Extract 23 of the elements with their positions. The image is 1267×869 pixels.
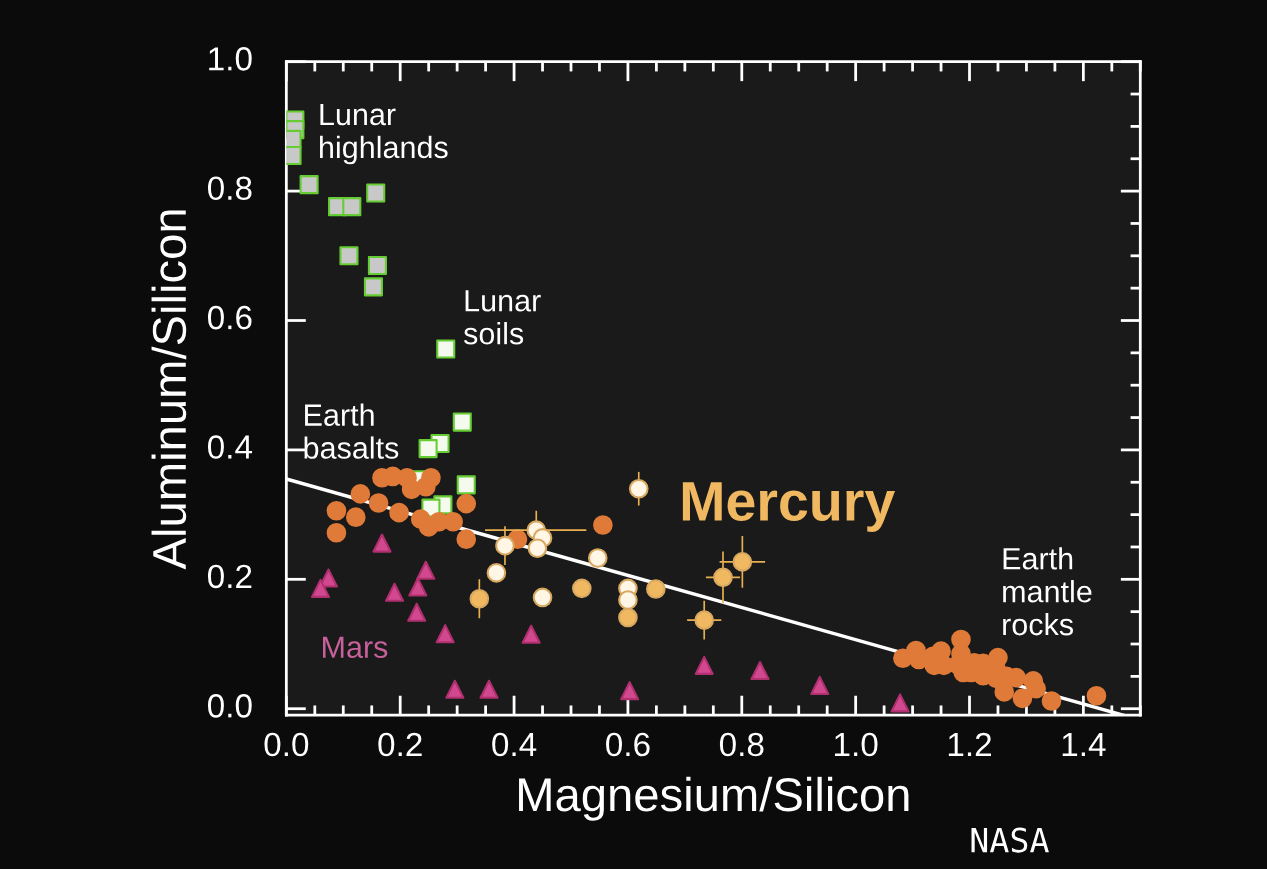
y-tick-label: 0.6 xyxy=(207,305,252,330)
annotation: Lunar soils xyxy=(463,290,541,345)
annotation: Mercury xyxy=(682,482,896,532)
y-tick-label: 1.0 xyxy=(209,47,252,71)
annotation: Mars xyxy=(323,636,388,659)
annotation: Earth mantle rocks xyxy=(1003,547,1092,636)
y-tick-label: 0.4 xyxy=(207,435,253,459)
x-axis-title: Magnesium/Silicon xyxy=(519,776,909,821)
x-tick-label: 1.2 xyxy=(948,732,992,757)
y-tick-label: 0.2 xyxy=(207,564,252,589)
annotation: Earth basalts xyxy=(304,403,399,459)
text: NASA xyxy=(971,827,1049,853)
y-axis-title: Aluminum/Silicon xyxy=(151,210,187,570)
x-tick-label: 0.8 xyxy=(719,732,764,757)
y-tick-label: 0.8 xyxy=(207,176,252,201)
y-tick-label: 0.0 xyxy=(207,694,252,718)
x-tick-label: 1.4 xyxy=(1062,733,1106,757)
x-tick-label: 0.4 xyxy=(492,732,537,757)
x-tick-label: 0.2 xyxy=(378,732,422,757)
annotation: Lunar highlands xyxy=(320,104,448,165)
x-tick-label: 1.0 xyxy=(835,732,878,757)
x-tick-label: 0.0 xyxy=(264,732,309,757)
x-tick-label: 0.6 xyxy=(606,732,650,757)
